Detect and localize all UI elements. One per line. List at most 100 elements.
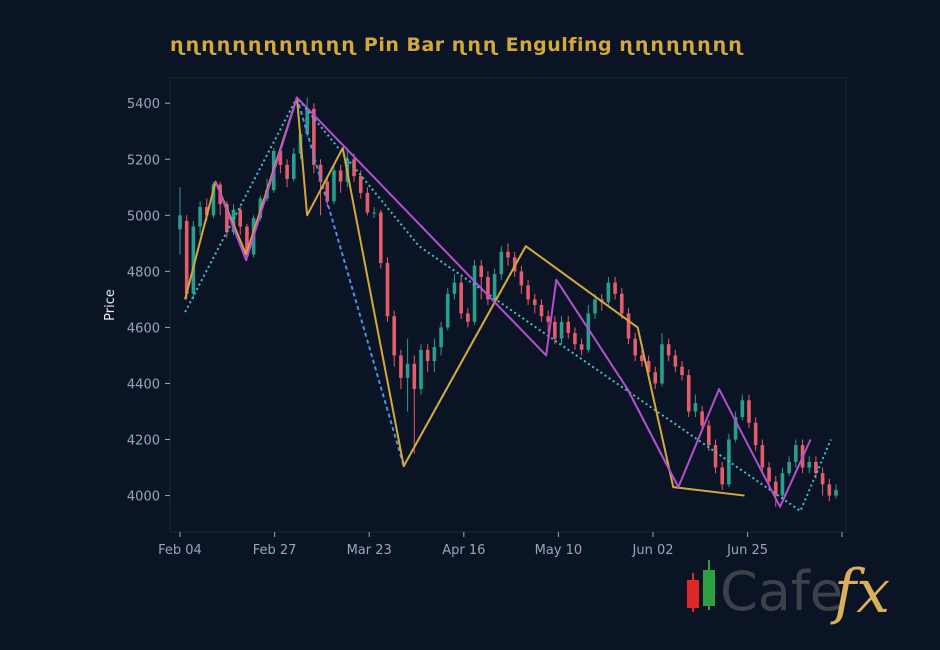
- zigzag-line: [626, 388, 680, 488]
- candle-body: [593, 299, 597, 314]
- candle-body: [238, 209, 243, 227]
- candle-body: [573, 333, 577, 345]
- candle-body: [733, 417, 738, 440]
- candle-body: [646, 361, 651, 373]
- x-tick-label: Feb 27: [253, 543, 297, 558]
- y-tick-label: 4400: [127, 377, 160, 392]
- candle-body: [191, 226, 196, 294]
- y-tick-label: 4800: [127, 265, 160, 280]
- candle-body: [225, 204, 229, 233]
- candle-body: [526, 285, 530, 300]
- candle-body: [365, 192, 370, 213]
- candle-body: [358, 176, 363, 193]
- y-tick-label: 5400: [127, 97, 160, 112]
- y-tick-label: 5000: [127, 209, 160, 224]
- y-axis-label: Price: [103, 289, 118, 321]
- candle-body: [532, 299, 537, 305]
- candle-body: [539, 305, 544, 317]
- candle-body: [338, 170, 343, 182]
- candle-body: [506, 251, 510, 258]
- chart-title: ɳɳɳɳɳɳɳɳɳɳɳɳ Pin Bar ɳɳɳ Engulfing ɳɳɳɳɳ…: [170, 34, 744, 56]
- candle-body: [713, 445, 718, 468]
- candle-body: [499, 251, 504, 275]
- candle-body: [231, 209, 236, 233]
- x-tick-label: May 10: [535, 543, 583, 558]
- candle-body: [325, 181, 330, 202]
- candle-body: [787, 461, 791, 474]
- axes-layer: 4000 4200 4400 4600 4800 5000 5200 5400 Feb 04 Fe…: [127, 97, 843, 558]
- plot-frame: [169, 77, 847, 533]
- candle-body: [184, 220, 189, 294]
- candle-body: [419, 349, 423, 390]
- candle-body: [452, 282, 457, 294]
- candle-body: [519, 271, 524, 286]
- cafefx-logo: Cafe fx: [684, 550, 924, 630]
- candle-body: [492, 274, 497, 300]
- candle-body: [673, 355, 678, 367]
- candle-body: [472, 265, 477, 322]
- candle-body: [720, 467, 725, 485]
- candle-body: [399, 355, 403, 378]
- candle-body: [379, 212, 383, 263]
- plot-area: [169, 77, 847, 533]
- candle-body: [753, 422, 758, 446]
- candle-body: [479, 265, 484, 277]
- candle-body: [579, 344, 584, 350]
- y-tick-label: 4600: [127, 321, 160, 336]
- x-tick-label: Apr 16: [442, 543, 485, 558]
- candle-body: [211, 184, 216, 216]
- candle-body: [680, 366, 684, 376]
- candle-body: [392, 316, 397, 356]
- candle-body: [707, 425, 711, 446]
- candle-body: [700, 411, 704, 426]
- candle-body: [653, 372, 658, 384]
- candle-body: [760, 445, 765, 468]
- candle-body: [432, 347, 437, 362]
- candle-body: [794, 445, 798, 462]
- candle-body: [245, 226, 249, 255]
- candle-body: [352, 159, 356, 177]
- x-tick-label: Jun 25: [726, 543, 768, 558]
- candle-body: [466, 313, 470, 322]
- candle-body: [405, 363, 410, 378]
- candle-body: [305, 108, 309, 135]
- candle-body: [613, 282, 617, 294]
- candle-body: [559, 321, 564, 339]
- logo-candles-icon: [687, 560, 715, 612]
- candle-body: [425, 349, 430, 362]
- candle-body: [566, 321, 571, 334]
- candle-body: [372, 212, 376, 214]
- candle-body: [312, 108, 316, 165]
- candle-body: [767, 467, 771, 482]
- candle-body: [660, 344, 664, 384]
- candle-body: [412, 363, 417, 390]
- candle-body: [640, 355, 644, 362]
- candle-body: [553, 321, 557, 339]
- candle-body: [198, 206, 202, 227]
- candle-body: [586, 313, 591, 350]
- candle-body: [773, 481, 778, 496]
- zigzag-line: [184, 96, 745, 497]
- candle-body: [332, 170, 336, 202]
- candle-body: [626, 313, 631, 339]
- candle-body: [204, 206, 209, 216]
- zigzag-line: [184, 96, 832, 512]
- candle-body: [385, 262, 390, 317]
- candle-body: [666, 344, 671, 356]
- candle-body: [318, 164, 323, 182]
- zigzag-line: [214, 96, 812, 508]
- candle-body: [278, 150, 283, 165]
- candle-body: [693, 403, 698, 412]
- zigzag-layer: [184, 96, 832, 512]
- candle-body: [633, 338, 637, 356]
- candle-body: [439, 327, 443, 348]
- x-tick-label: Jun 02: [632, 543, 674, 558]
- candle-body: [606, 282, 611, 303]
- candle-body: [291, 153, 296, 179]
- candle-body: [807, 461, 812, 468]
- candle-body: [619, 293, 624, 314]
- candle-body: [820, 473, 825, 485]
- candle-body: [814, 461, 818, 474]
- x-tick-label: Mar 23: [347, 543, 392, 558]
